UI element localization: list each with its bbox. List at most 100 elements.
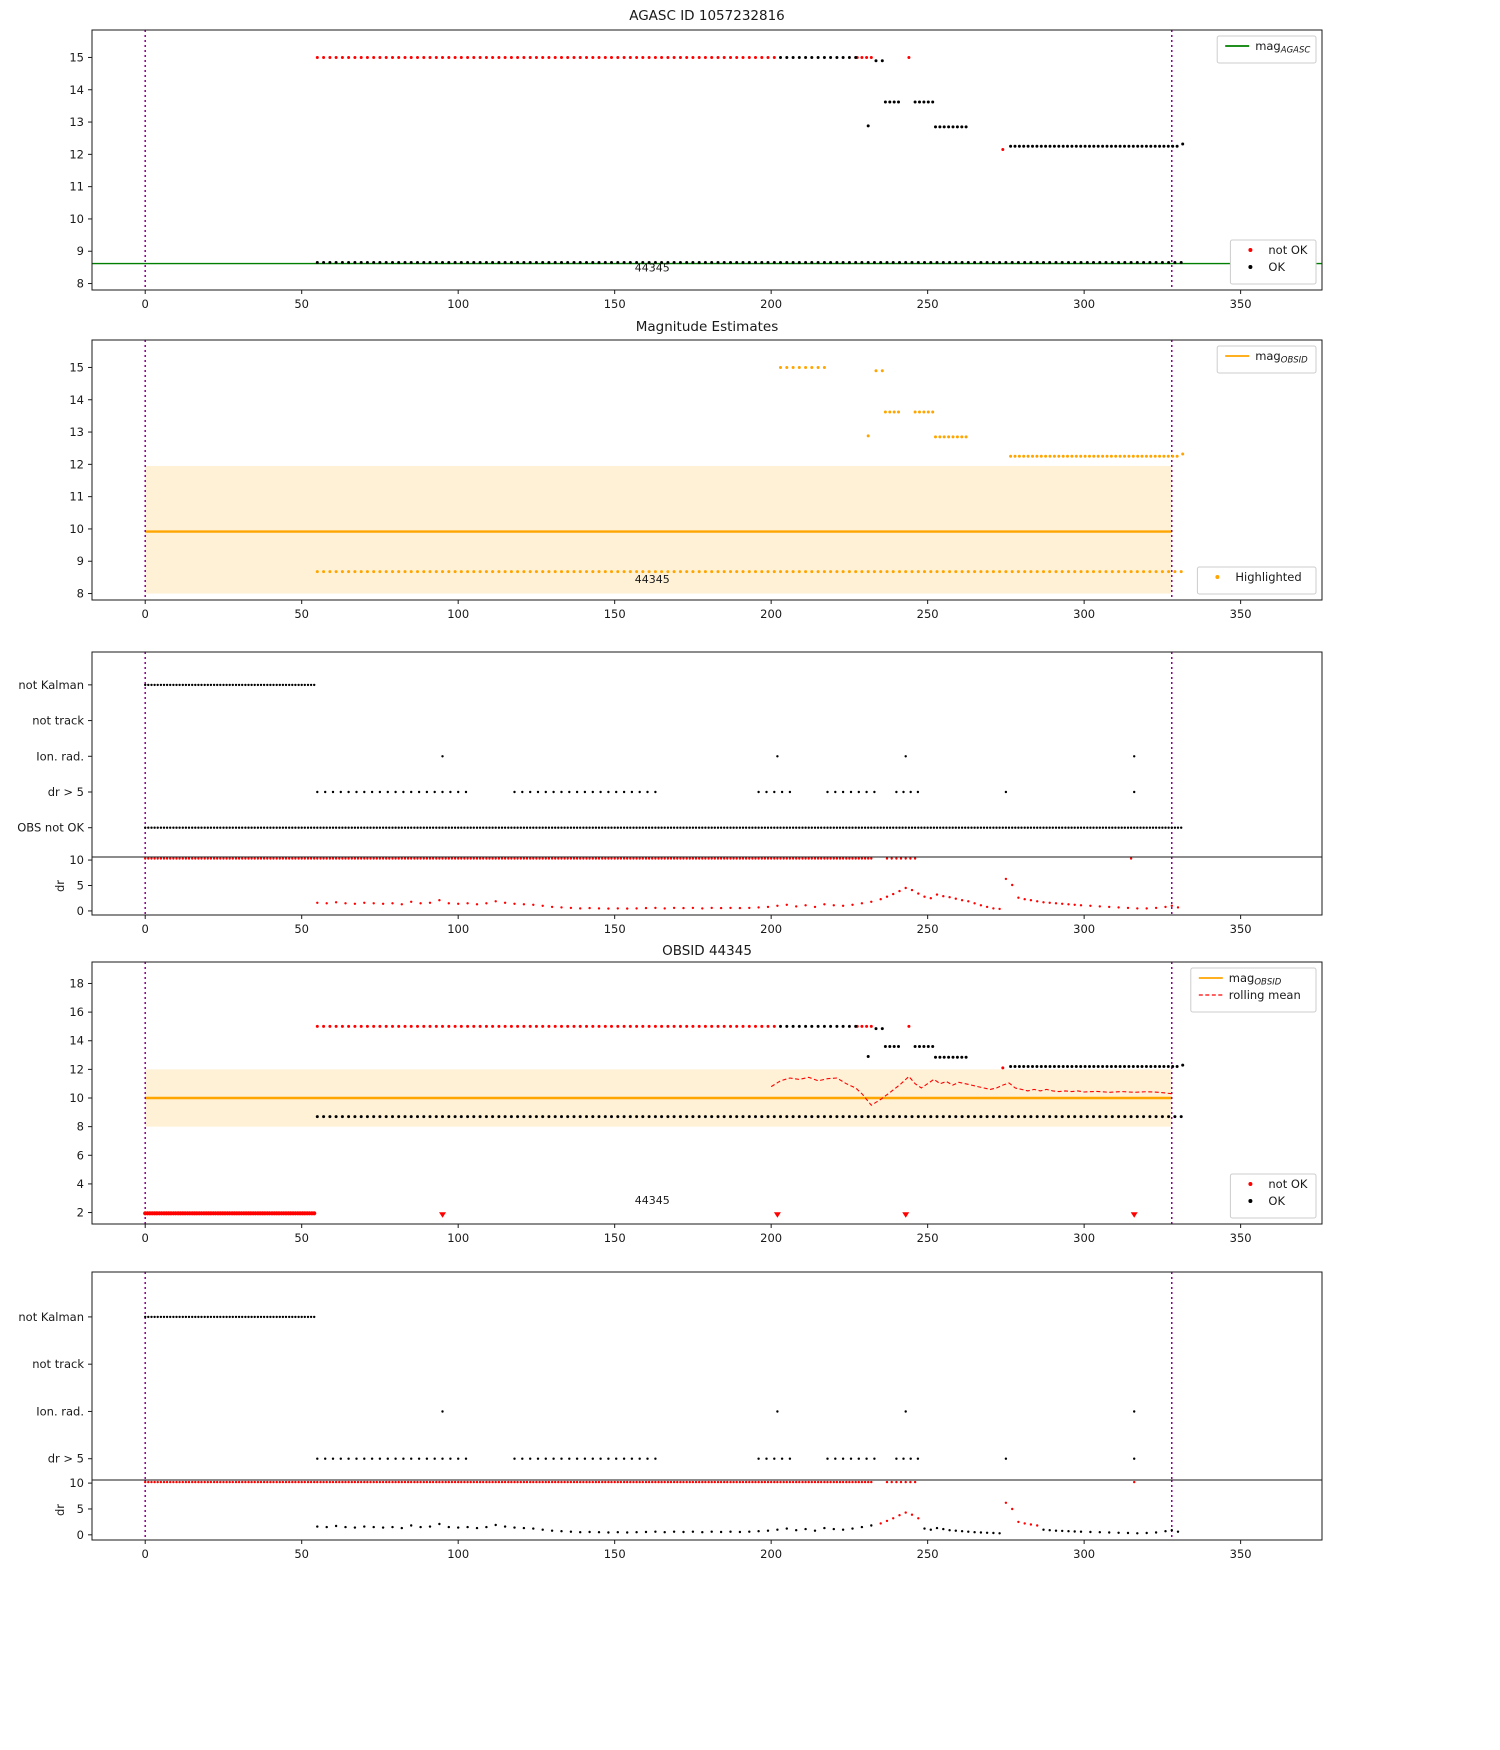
series-ok-13-6 xyxy=(883,1045,935,1048)
legend-label: OK xyxy=(1268,1194,1285,1208)
series-not-ok-12 xyxy=(1001,1066,1005,1070)
chart-title: Magnitude Estimates xyxy=(636,319,778,335)
y-tick-label: 11 xyxy=(69,490,84,504)
y-category-label: dr > 5 xyxy=(48,1452,84,1466)
annotation: 44345 xyxy=(635,261,670,274)
x-tick-label: 150 xyxy=(604,607,626,621)
x-tick-label: 350 xyxy=(1230,922,1252,936)
legend: magAGASC xyxy=(1216,35,1317,64)
series-flag-dr-gt-5 xyxy=(316,790,1136,794)
series-highlighted-8-7 xyxy=(315,570,1183,574)
x-tick-label: 0 xyxy=(142,297,149,311)
y-tick-label: 4 xyxy=(77,1177,84,1191)
y-tick-label: 10 xyxy=(69,1091,84,1105)
series-not-ok-15 xyxy=(315,1024,911,1028)
x-tick-label: 350 xyxy=(1230,1231,1252,1245)
y-tick-label: 8 xyxy=(77,587,84,601)
x-tick-label: 300 xyxy=(1073,922,1095,936)
y-category-label: Ion. rad. xyxy=(36,1404,84,1418)
axes-frame xyxy=(91,339,1323,601)
obsid-panel: OBSID 44345 44345 0 50 100 150 200 250 300 350 2 4 6… xyxy=(69,943,1323,1245)
x-tick-label: 200 xyxy=(760,297,782,311)
x-tick-label: 200 xyxy=(760,922,782,936)
x-tick-label: 200 xyxy=(760,607,782,621)
x-tick-label: 250 xyxy=(917,1547,939,1561)
plot-area xyxy=(144,1272,1173,1480)
x-tick-label: 250 xyxy=(917,607,939,621)
y-tick-label: 13 xyxy=(69,115,84,129)
legend: Highlighted xyxy=(1196,566,1317,595)
y-tick-label: 15 xyxy=(69,50,84,64)
series-ok-8-65 xyxy=(315,261,1183,264)
y-tick-label: 12 xyxy=(69,147,84,161)
x-tick-label: 150 xyxy=(604,1547,626,1561)
y-tick-label: 13 xyxy=(69,425,84,439)
y-category-label: not Kalman xyxy=(18,1310,84,1324)
x-tick-label: 150 xyxy=(604,922,626,936)
chart-title: OBSID 44345 xyxy=(662,943,752,959)
x-tick-label: 350 xyxy=(1230,1547,1252,1561)
x-tick-label: 50 xyxy=(294,607,309,621)
x-tick-label: 200 xyxy=(760,1547,782,1561)
y-tick-label: 14 xyxy=(69,1034,84,1048)
x-tick-label: 100 xyxy=(447,607,469,621)
axes-frame xyxy=(91,29,1323,291)
x-tick-label: 50 xyxy=(294,297,309,311)
series-ok-15 xyxy=(779,56,884,63)
x-tick-label: 0 xyxy=(142,1547,149,1561)
series-not-ok-15 xyxy=(315,56,911,59)
y-tick-label: 9 xyxy=(77,554,84,568)
y-tick-label: 12 xyxy=(69,457,84,471)
y-tick-label: 14 xyxy=(69,83,84,97)
series-ok-12 xyxy=(1009,142,1185,148)
y-tick-label: 8 xyxy=(77,277,84,291)
y-tick-label: 11 xyxy=(69,180,84,194)
series-ok-13-6 xyxy=(883,100,935,104)
x-tick-label: 0 xyxy=(142,922,149,936)
y-tick-label: 10 xyxy=(69,522,84,536)
y-category-label: dr > 5 xyxy=(48,785,84,799)
y-category-label: not Kalman xyxy=(18,678,84,692)
x-tick-label: 250 xyxy=(917,922,939,936)
series-flag-not-kalman xyxy=(144,1315,316,1319)
x-tick-label: 200 xyxy=(760,1231,782,1245)
series-flag-ion-rad xyxy=(441,1410,1136,1413)
series-dr-values-not-ok xyxy=(879,1501,1039,1527)
y-category-label: Ion. rad. xyxy=(36,749,84,763)
series-flag-obs-not-ok xyxy=(144,826,1183,829)
series-flag-not-kalman xyxy=(144,683,316,687)
x-tick-label: 0 xyxy=(142,607,149,621)
legend: magOBSID xyxy=(1216,345,1317,374)
legend-label: OK xyxy=(1268,260,1285,274)
legend-label: not OK xyxy=(1268,243,1308,257)
series-ok-12-85 xyxy=(866,124,968,129)
annotation: 44345 xyxy=(635,1194,670,1207)
plot-area xyxy=(144,652,1183,857)
y-category-label: not track xyxy=(32,714,84,728)
annotation: 44345 xyxy=(635,573,670,586)
x-tick-label: 50 xyxy=(294,1547,309,1561)
plot-area: 44345 xyxy=(92,30,1322,290)
agasc-mag-panel: AGASC ID 1057232816 44345 0 50 100 150 200 250 3… xyxy=(69,8,1323,311)
series-dr-clipped xyxy=(144,1480,1136,1484)
series-ok-12-85 xyxy=(866,1055,968,1059)
x-tick-label: 250 xyxy=(917,297,939,311)
x-tick-label: 150 xyxy=(604,297,626,311)
y-category-label: OBS not OK xyxy=(17,821,84,835)
y-tick-label: 10 xyxy=(69,1476,84,1490)
magnitude-estimates-panel: Magnitude Estimates 44345 0 50 100 150 200 250 3… xyxy=(69,319,1323,621)
axes-frame xyxy=(91,961,1323,1225)
x-tick-label: 300 xyxy=(1073,297,1095,311)
rolling-mean xyxy=(770,1075,1172,1106)
x-tick-label: 350 xyxy=(1230,297,1252,311)
series-dr-clipped xyxy=(144,857,1133,860)
series-highlighted-15 xyxy=(779,366,884,373)
agasc-flags-panel: not Kalman not track Ion. rad. dr > 5 OBS no… xyxy=(17,651,1323,936)
y-category-label: not track xyxy=(32,1357,84,1371)
y-tick-label: 8 xyxy=(77,1120,84,1134)
plot-area: 44345 xyxy=(143,962,1185,1224)
y-tick-label: 12 xyxy=(69,1062,84,1076)
